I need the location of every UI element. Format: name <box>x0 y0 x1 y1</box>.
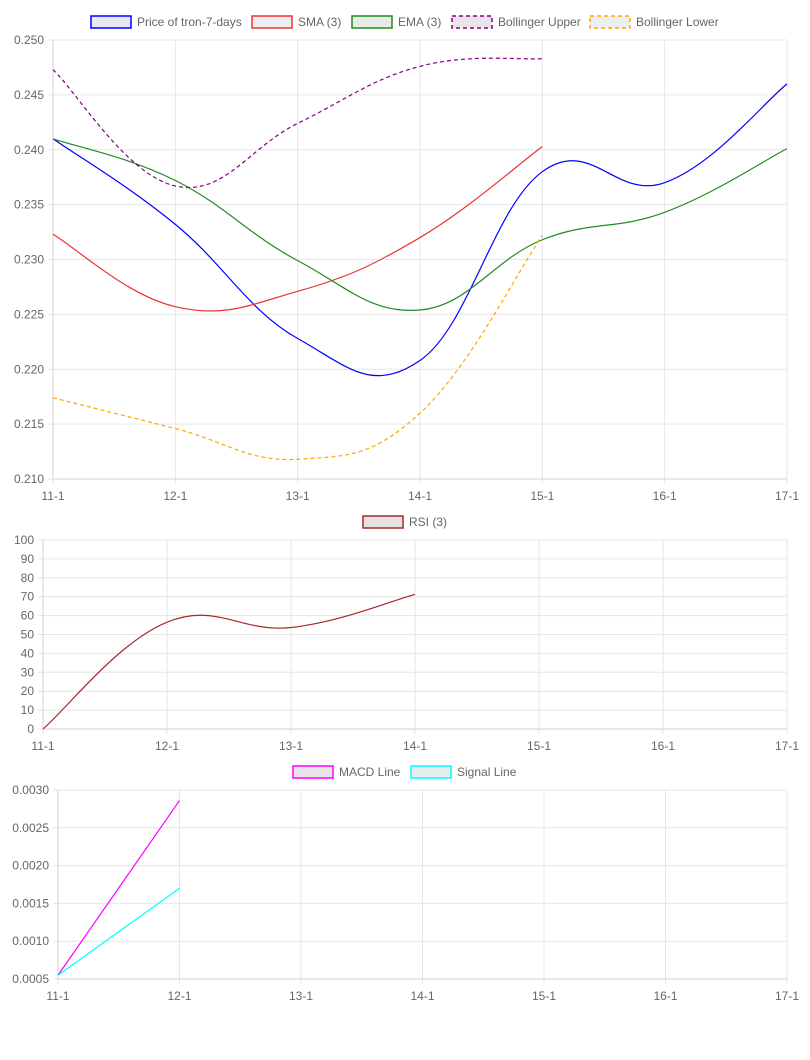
legend-label: EMA (3) <box>398 15 441 29</box>
y-tick-label: 0.0015 <box>12 896 49 910</box>
legend-item[interactable]: RSI (3) <box>362 515 447 529</box>
y-tick-label: 0.215 <box>14 417 44 431</box>
x-tick-label: 12-1 <box>155 739 179 753</box>
legend-swatch <box>351 15 393 29</box>
legend-swatch <box>589 15 631 29</box>
x-tick-label: 13-1 <box>286 489 310 503</box>
y-tick-label: 40 <box>21 646 35 660</box>
x-tick-label: 16-1 <box>651 739 675 753</box>
x-tick-label: 11-1 <box>41 489 64 503</box>
legend-item[interactable]: SMA (3) <box>251 15 341 29</box>
series-line-3 <box>52 138 788 311</box>
legend-swatch <box>410 765 452 779</box>
x-tick-label: 13-1 <box>289 989 313 1003</box>
x-tick-label: 14-1 <box>408 489 432 503</box>
series-line-1 <box>57 800 180 976</box>
legend-label: Bollinger Lower <box>636 15 719 29</box>
y-tick-label: 80 <box>21 571 35 585</box>
y-tick-label: 20 <box>21 684 35 698</box>
legend-label: MACD Line <box>339 765 401 779</box>
series-line-4 <box>52 57 543 189</box>
y-tick-label: 30 <box>21 665 35 679</box>
legend-swatch <box>451 15 493 29</box>
x-tick-label: 15-1 <box>532 989 556 1003</box>
y-tick-label: 0.0025 <box>12 821 49 835</box>
y-tick-label: 0.240 <box>14 143 44 157</box>
x-tick-label: 11-1 <box>31 739 54 753</box>
y-tick-label: 90 <box>21 552 35 566</box>
y-tick-label: 0.220 <box>14 362 44 376</box>
x-tick-label: 12-1 <box>167 989 191 1003</box>
legend-label: RSI (3) <box>409 515 447 529</box>
series-line-1 <box>42 593 416 730</box>
legend-swatch <box>362 515 404 529</box>
legend-label: Signal Line <box>457 765 517 779</box>
legend-swatch <box>292 765 334 779</box>
x-tick-label: 17-1 <box>775 489 799 503</box>
legend-item[interactable]: Bollinger Upper <box>451 15 581 29</box>
x-tick-label: 12-1 <box>163 489 187 503</box>
y-tick-label: 50 <box>21 628 35 642</box>
x-tick-label: 15-1 <box>530 489 554 503</box>
legend-item[interactable]: EMA (3) <box>351 15 441 29</box>
series-line-2 <box>52 145 543 312</box>
series-line-2 <box>57 887 180 976</box>
x-tick-label: 17-1 <box>775 989 799 1003</box>
y-tick-label: 0.210 <box>14 472 44 486</box>
y-tick-label: 0.245 <box>14 88 44 102</box>
x-tick-label: 14-1 <box>403 739 427 753</box>
y-tick-label: 10 <box>21 703 35 717</box>
chart-2: 0 10 20 30 40 50 60 70 80 90 100 11-1 12-1 13-1 14-1 15… <box>14 515 799 753</box>
legend-item[interactable]: Price of tron-7-days <box>90 15 242 29</box>
y-tick-label: 0.0005 <box>12 972 49 986</box>
y-tick-label: 60 <box>21 609 35 623</box>
legend-swatch <box>90 15 132 29</box>
y-tick-label: 0 <box>27 722 34 736</box>
y-tick-label: 100 <box>14 533 34 547</box>
y-tick-label: 70 <box>21 590 35 604</box>
x-tick-label: 17-1 <box>775 739 799 753</box>
legend-item[interactable]: Bollinger Lower <box>589 15 719 29</box>
y-tick-label: 0.225 <box>14 307 44 321</box>
legend-swatch <box>251 15 293 29</box>
chart-1: 0.210 0.215 0.220 0.225 0.230 0.235 0.240 0.245… <box>14 15 799 503</box>
x-tick-label: 13-1 <box>279 739 303 753</box>
x-tick-label: 14-1 <box>410 989 434 1003</box>
legend-label: Bollinger Upper <box>498 15 581 29</box>
x-tick-label: 16-1 <box>653 989 677 1003</box>
legend-label: SMA (3) <box>298 15 341 29</box>
x-tick-label: 16-1 <box>653 489 677 503</box>
x-tick-label: 11-1 <box>46 989 69 1003</box>
y-tick-label: 0.0010 <box>12 934 49 948</box>
series-line-1 <box>52 83 788 377</box>
y-tick-label: 0.0030 <box>12 783 49 797</box>
chart-3: 0.0005 0.0010 0.0015 0.0020 0.0025 0.0030 11-1… <box>12 765 799 1003</box>
legend-item[interactable]: Signal Line <box>410 765 517 779</box>
y-tick-label: 0.250 <box>14 33 44 47</box>
y-tick-label: 0.0020 <box>12 859 49 873</box>
x-tick-label: 15-1 <box>527 739 551 753</box>
series-line-5 <box>52 235 543 461</box>
legend-label: Price of tron-7-days <box>137 15 242 29</box>
y-tick-label: 0.235 <box>14 198 44 212</box>
legend-item[interactable]: MACD Line <box>292 765 401 779</box>
y-tick-label: 0.230 <box>14 253 44 267</box>
